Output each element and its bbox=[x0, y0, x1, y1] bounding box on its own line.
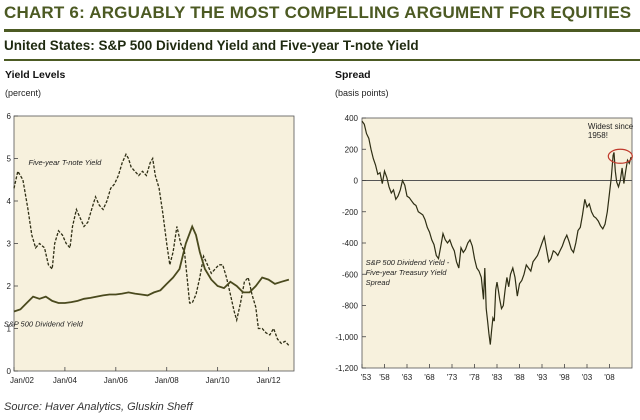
chart-subtitle: United States: S&P 500 Dividend Yield an… bbox=[4, 38, 419, 53]
y-tick-label: -800 bbox=[342, 302, 359, 311]
annotation-text: Widest since 1958! bbox=[588, 122, 634, 140]
dividend-series-label: S&P 500 Dividend Yield bbox=[4, 319, 84, 328]
x-tick-label: Jan/04 bbox=[53, 376, 78, 385]
x-tick-label: '83 bbox=[492, 373, 503, 382]
x-tick-label: '88 bbox=[514, 373, 525, 382]
right-panel-unit: (basis points) bbox=[335, 88, 389, 98]
x-tick-label: Jan/06 bbox=[104, 376, 129, 385]
spread-label-line: Spread bbox=[366, 278, 391, 287]
y-tick-label: -1,000 bbox=[335, 333, 358, 342]
title-rule bbox=[4, 29, 640, 32]
dividend-yield-line bbox=[13, 224, 290, 313]
x-tick-label: '73 bbox=[447, 373, 458, 382]
x-tick-label: '63 bbox=[402, 373, 413, 382]
y-tick-label: 400 bbox=[345, 114, 359, 123]
annotation-ellipse bbox=[607, 148, 633, 164]
spread-label-line: S&P 500 Dividend Yield - bbox=[366, 258, 450, 267]
x-tick-label: Jan/10 bbox=[206, 376, 231, 385]
x-tick-label: Jan/12 bbox=[257, 376, 282, 385]
spread-series-label: S&P 500 Dividend Yield -Five-year Treasu… bbox=[366, 258, 450, 287]
y-tick-label: 5 bbox=[7, 155, 12, 164]
x-tick-label: '78 bbox=[469, 373, 480, 382]
x-tick-label: Jan/08 bbox=[155, 376, 180, 385]
source-note: Source: Haver Analytics, Gluskin Sheff bbox=[4, 401, 193, 413]
left-plot-area bbox=[13, 115, 295, 372]
right-panel-title: Spread bbox=[335, 69, 371, 81]
y-tick-label: 3 bbox=[7, 240, 12, 249]
y-tick-label: 0 bbox=[7, 367, 12, 376]
y-tick-label: -600 bbox=[342, 270, 359, 279]
chart-title: CHART 6: ARGUABLY THE MOST COMPELLING AR… bbox=[4, 3, 632, 22]
spread-line bbox=[361, 120, 632, 345]
tnote-series-label: Five-year T-note Yield bbox=[28, 158, 102, 167]
y-tick-label: 0 bbox=[354, 177, 359, 186]
annotation-line: 1958! bbox=[588, 131, 608, 140]
x-tick-label: '58 bbox=[379, 373, 390, 382]
right-plot-area bbox=[361, 117, 633, 369]
x-tick-label: '93 bbox=[537, 373, 548, 382]
left-panel-title: Yield Levels bbox=[5, 69, 66, 81]
spread-label-line: Five-year Treasury Yield bbox=[366, 268, 448, 277]
x-tick-label: '98 bbox=[559, 373, 570, 382]
x-tick-label: Jan/02 bbox=[10, 376, 35, 385]
y-tick-label: 1 bbox=[7, 325, 12, 334]
y-tick-label: -1,200 bbox=[335, 364, 358, 373]
subtitle-rule bbox=[4, 59, 640, 61]
y-tick-label: 200 bbox=[345, 145, 359, 154]
x-tick-label: '08 bbox=[604, 373, 615, 382]
x-tick-label: '68 bbox=[424, 373, 435, 382]
y-tick-label: 4 bbox=[7, 197, 12, 206]
y-tick-label: -400 bbox=[342, 239, 359, 248]
y-tick-label: -200 bbox=[342, 208, 359, 217]
x-tick-label: '53 bbox=[361, 373, 372, 382]
y-tick-label: 6 bbox=[7, 112, 12, 121]
x-tick-label: '03 bbox=[582, 373, 593, 382]
annotation-line: Widest since bbox=[588, 122, 634, 131]
y-tick-label: 2 bbox=[7, 282, 12, 291]
left-panel-unit: (percent) bbox=[5, 88, 42, 98]
